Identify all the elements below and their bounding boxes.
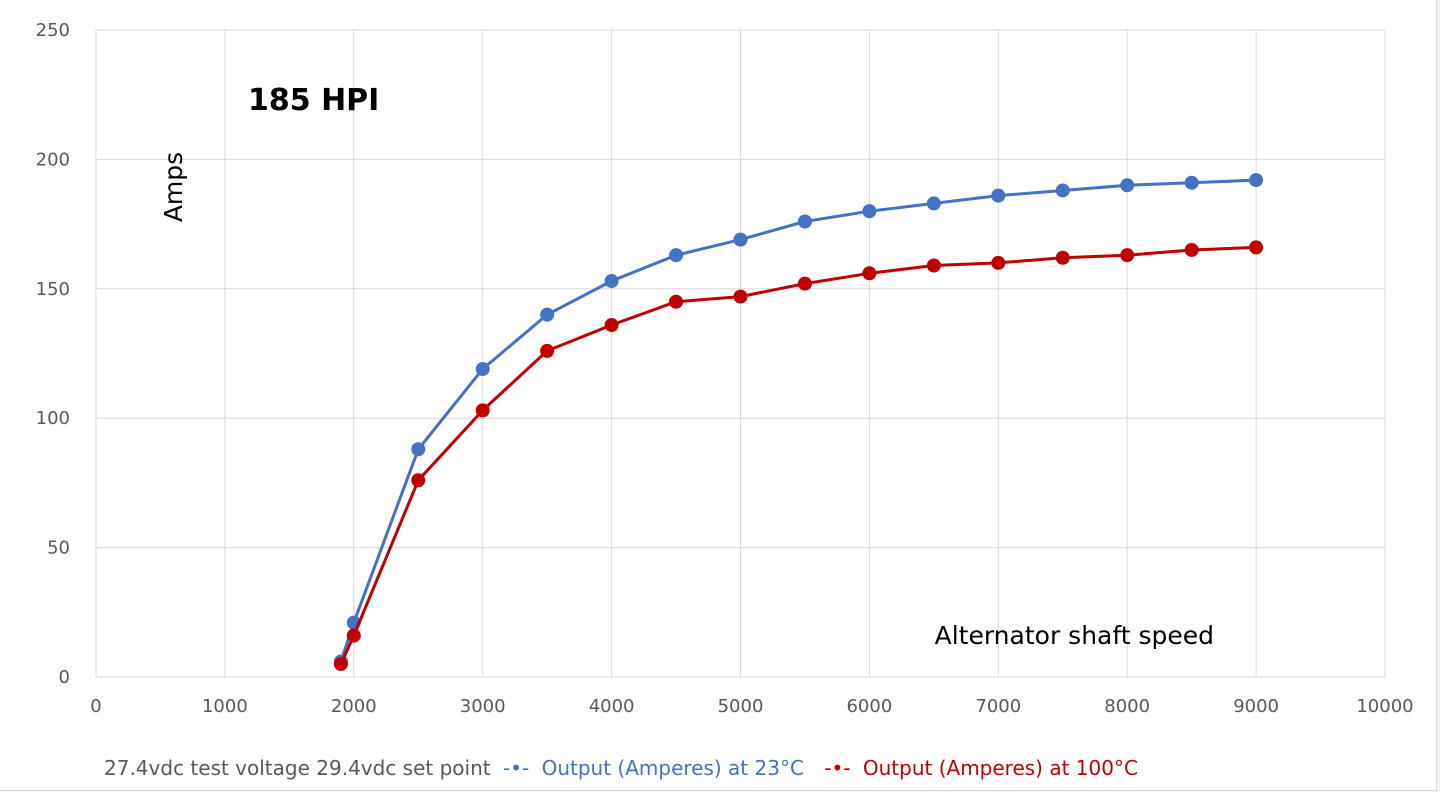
data-point	[333, 657, 348, 672]
y-tick-label: 150	[36, 279, 70, 300]
data-point	[669, 294, 684, 309]
legend-marker-23: -•-	[503, 756, 529, 780]
x-tick-label: 7000	[975, 696, 1021, 717]
data-point	[411, 473, 426, 488]
x-tick-label: 2000	[331, 696, 377, 717]
data-point	[733, 289, 748, 304]
legend-marker-100: -•-	[824, 756, 850, 780]
data-point	[540, 343, 555, 358]
legend-series-100: Output (Amperes) at 100°C	[863, 756, 1138, 780]
data-point	[1249, 173, 1264, 188]
x-tick-label: 10000	[1356, 696, 1413, 717]
data-point	[862, 266, 877, 281]
grid-layer	[95, 29, 1386, 678]
y-axis-label: Amps	[159, 152, 188, 222]
tick-label-layer: 0 1000 2000 3000 4000 5000 6000 7000 8000 9000 100…	[36, 20, 1414, 717]
x-tick-label: 0	[90, 696, 101, 717]
x-axis-label: Alternator shaft speed	[935, 621, 1214, 650]
data-point	[797, 214, 812, 229]
data-point	[733, 232, 748, 247]
data-point	[604, 318, 619, 333]
data-point	[540, 307, 555, 322]
data-point	[991, 255, 1006, 270]
legend: 27.4vdc test voltage 29.4vdc set point -…	[104, 756, 1138, 780]
series-line	[339, 245, 1257, 665]
data-point	[926, 258, 941, 273]
data-point	[926, 196, 941, 211]
data-point	[1055, 183, 1070, 198]
y-tick-label: 250	[36, 20, 70, 41]
series-layer	[333, 173, 1264, 672]
x-tick-label: 1000	[202, 696, 248, 717]
data-point	[1120, 248, 1135, 263]
y-tick-label: 0	[59, 667, 70, 688]
legend-series-23: Output (Amperes) at 23°C	[542, 756, 804, 780]
y-tick-label: 100	[36, 408, 70, 429]
data-point	[1184, 242, 1199, 257]
data-point	[475, 403, 490, 418]
data-point	[604, 274, 619, 289]
data-point	[1184, 175, 1199, 190]
data-point	[411, 442, 426, 457]
series-line	[339, 178, 1257, 662]
data-point	[1120, 178, 1135, 193]
data-point	[991, 188, 1006, 203]
x-tick-label: 3000	[460, 696, 506, 717]
data-point	[797, 276, 812, 291]
x-tick-label: 8000	[1104, 696, 1150, 717]
data-point	[346, 628, 361, 643]
data-point	[862, 204, 877, 219]
series-0	[333, 173, 1264, 669]
y-tick-label: 50	[47, 538, 70, 559]
series-1	[333, 240, 1264, 672]
y-tick-label: 200	[36, 149, 70, 170]
data-point	[1055, 250, 1070, 265]
x-tick-label: 5000	[718, 696, 764, 717]
x-tick-label: 4000	[589, 696, 635, 717]
data-point	[669, 248, 684, 263]
chart-title: 185 HPI	[248, 83, 379, 118]
x-tick-label: 9000	[1233, 696, 1279, 717]
data-point	[475, 362, 490, 377]
x-tick-label: 6000	[846, 696, 892, 717]
legend-caption: 27.4vdc test voltage 29.4vdc set point	[104, 756, 491, 780]
data-point	[1249, 240, 1264, 255]
